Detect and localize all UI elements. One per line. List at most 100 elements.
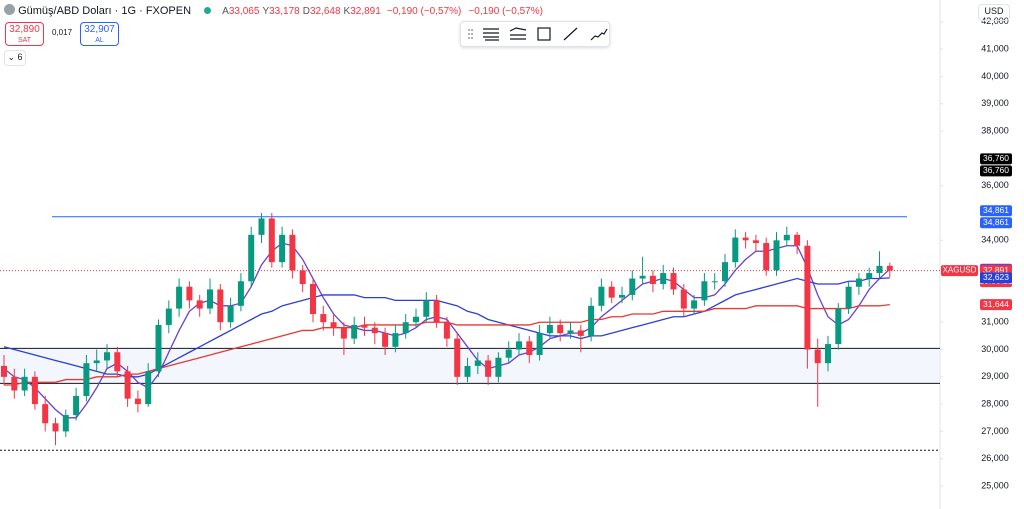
candle-body (670, 273, 677, 290)
y-tick-label: 38,000 (981, 125, 1009, 135)
candle-body (217, 289, 224, 323)
candle-body (577, 330, 584, 336)
y-tick-label: 29,000 (981, 371, 1009, 381)
candle-body (783, 234, 790, 241)
candle-body (454, 338, 461, 377)
market-status (204, 7, 212, 14)
candle-body (876, 265, 883, 274)
candle-body (114, 352, 121, 372)
indicator-count: 6 (17, 52, 23, 62)
candle-body (340, 327, 347, 339)
sell-button[interactable]: 32,890 SAT (5, 22, 44, 46)
candle-body (691, 300, 698, 309)
candle-body (732, 237, 739, 263)
ohlc-value: 32,891 (350, 6, 381, 17)
candle-body (145, 371, 152, 405)
y-tick-label: 25,000 (981, 480, 1009, 490)
y-tick-label: 36,000 (981, 180, 1009, 190)
price-label: 34,861 (983, 217, 1009, 227)
candle-body (268, 218, 275, 263)
candle-body (742, 237, 749, 241)
candle-body (31, 376, 38, 405)
y-tick-label: 26,000 (981, 453, 1009, 463)
candle-body (320, 314, 327, 323)
candle-body (598, 286, 605, 306)
indicators-toggle[interactable]: ⌄ 6 (4, 50, 26, 66)
y-tick-label: 40,000 (981, 71, 1009, 81)
buy-button[interactable]: 32,907 AL (80, 22, 119, 46)
candle-body (588, 305, 595, 336)
candle-body (814, 349, 821, 364)
legend: Gümüş/ABD Doları · 1G · FXOPEN A33,065 Y3… (4, 4, 543, 17)
candle-body (649, 275, 656, 284)
candle-body (402, 322, 409, 334)
drawing-toolbar (460, 21, 610, 47)
spread: 0,017 (52, 28, 73, 37)
candle-body (845, 286, 852, 309)
buy-label: AL (95, 37, 104, 44)
tool-line[interactable] (563, 27, 578, 41)
y-tick-label: 39,000 (981, 98, 1009, 108)
ohlc-value: 33,065 (228, 6, 260, 17)
candle-body (227, 305, 234, 323)
tool-path[interactable] (590, 28, 608, 41)
candle-body (207, 289, 213, 309)
price-label-box (980, 299, 1012, 311)
candle-body (495, 357, 502, 377)
symbol-icon (4, 4, 15, 15)
candle-body (464, 365, 471, 377)
candle-body (485, 360, 492, 377)
candle-body (1, 365, 7, 377)
candle-body (371, 327, 378, 334)
change: −0,190 (−0,57%) (386, 6, 462, 17)
ohlc-label: D (302, 6, 310, 17)
candle-body (526, 341, 533, 355)
candle-body (52, 423, 59, 432)
candle-body (392, 333, 399, 347)
candle-body (11, 376, 18, 391)
candle-body (773, 240, 780, 271)
candle-body (248, 234, 255, 282)
candle-body (567, 330, 574, 334)
tool-channel[interactable] (509, 27, 527, 40)
y-tick-label: 27,000 (981, 426, 1009, 436)
tool-rect[interactable] (537, 27, 551, 41)
symbol-label-box (941, 265, 978, 277)
candle-body (443, 322, 450, 339)
candle-body (382, 333, 389, 347)
candle-body (196, 300, 203, 309)
candle-body (155, 324, 162, 372)
tool-hlines[interactable] (483, 28, 499, 41)
candle-body (474, 360, 481, 366)
toolbar-icons (468, 27, 608, 41)
candle-body (866, 273, 873, 279)
candle-body (546, 324, 553, 334)
price-label-box (980, 165, 1012, 177)
ohlc-label: Y (262, 6, 270, 17)
symbol-title[interactable]: Gümüş/ABD Doları · 1G · FXOPEN (18, 5, 192, 17)
candle-body (752, 240, 759, 244)
candle-body (289, 234, 296, 271)
price-label-box (980, 205, 1012, 217)
currency[interactable]: USD (978, 4, 1010, 21)
candle-body (310, 283, 316, 315)
candle-body (73, 395, 80, 416)
price-label: 31,644 (983, 299, 1009, 309)
candle-body (825, 344, 831, 364)
symbol-label: XAGUSD (943, 266, 977, 275)
candle-body (279, 234, 286, 263)
candle-body (330, 322, 337, 328)
price-label-box (980, 272, 1012, 284)
candle-body (104, 352, 110, 361)
candle-body (351, 324, 358, 339)
y-tick-label: 31,000 (981, 317, 1009, 327)
candle-body (536, 333, 543, 355)
candle-body (258, 218, 265, 235)
candle-body (505, 349, 512, 358)
ohlc: A33,065 Y33,178 D32,648 K32,891 (222, 6, 384, 17)
candle-body (83, 363, 90, 396)
change: −0,190 (−0,57%) (468, 6, 543, 17)
candle-body (165, 308, 172, 325)
candle-body (21, 376, 28, 391)
